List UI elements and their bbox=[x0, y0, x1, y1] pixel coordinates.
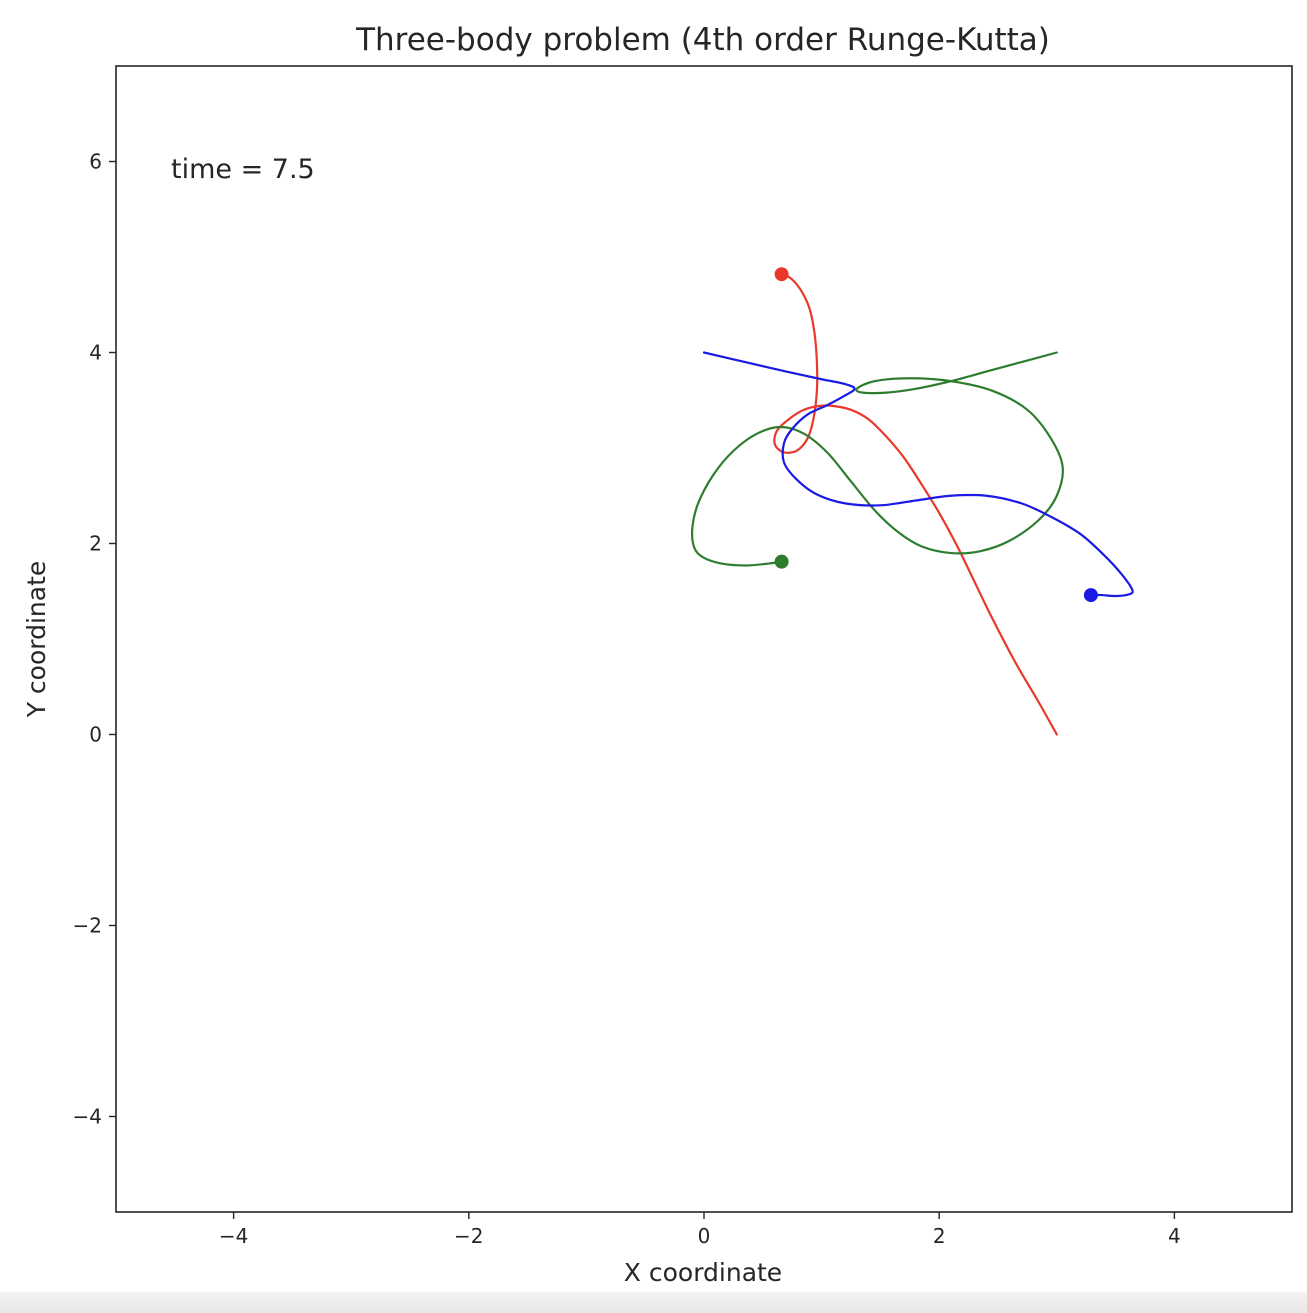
time-annotation: time = 7.5 bbox=[171, 154, 315, 185]
y-tick-label: 6 bbox=[89, 150, 102, 174]
plot-area-frame bbox=[115, 65, 1293, 1213]
bottom-shadow-band bbox=[0, 1292, 1307, 1313]
body-marker-green bbox=[774, 554, 789, 569]
x-tick-label: −4 bbox=[219, 1224, 248, 1248]
y-axis-label: Y coordinate bbox=[22, 561, 51, 719]
x-axis-label: X coordinate bbox=[624, 1258, 782, 1287]
x-tick-label: −2 bbox=[454, 1224, 483, 1248]
plot-content bbox=[690, 267, 1134, 736]
trajectory-lines bbox=[690, 273, 1134, 736]
y-tick-label: −4 bbox=[73, 1105, 102, 1129]
y-tick-label: 4 bbox=[89, 341, 102, 365]
trajectory-red bbox=[773, 273, 1058, 736]
trajectory-blue bbox=[702, 351, 1134, 598]
body-marker-blue bbox=[1083, 588, 1098, 603]
trajectory-green bbox=[690, 351, 1064, 567]
y-axis-ticks: −4 −2 0 2 4 6 bbox=[73, 150, 116, 1129]
y-tick-label: −2 bbox=[73, 914, 102, 938]
y-tick-label: 2 bbox=[89, 532, 102, 556]
x-tick-label: 4 bbox=[1168, 1224, 1181, 1248]
body-marker-red bbox=[774, 267, 789, 282]
y-tick-label: 0 bbox=[89, 723, 102, 747]
x-tick-label: 2 bbox=[933, 1224, 946, 1248]
x-axis-ticks: −4 −2 0 2 4 bbox=[219, 1212, 1181, 1248]
body-markers bbox=[774, 267, 1098, 603]
x-tick-label: 0 bbox=[698, 1224, 711, 1248]
chart-title: Three-body problem (4th order Runge-Kutt… bbox=[355, 22, 1050, 58]
